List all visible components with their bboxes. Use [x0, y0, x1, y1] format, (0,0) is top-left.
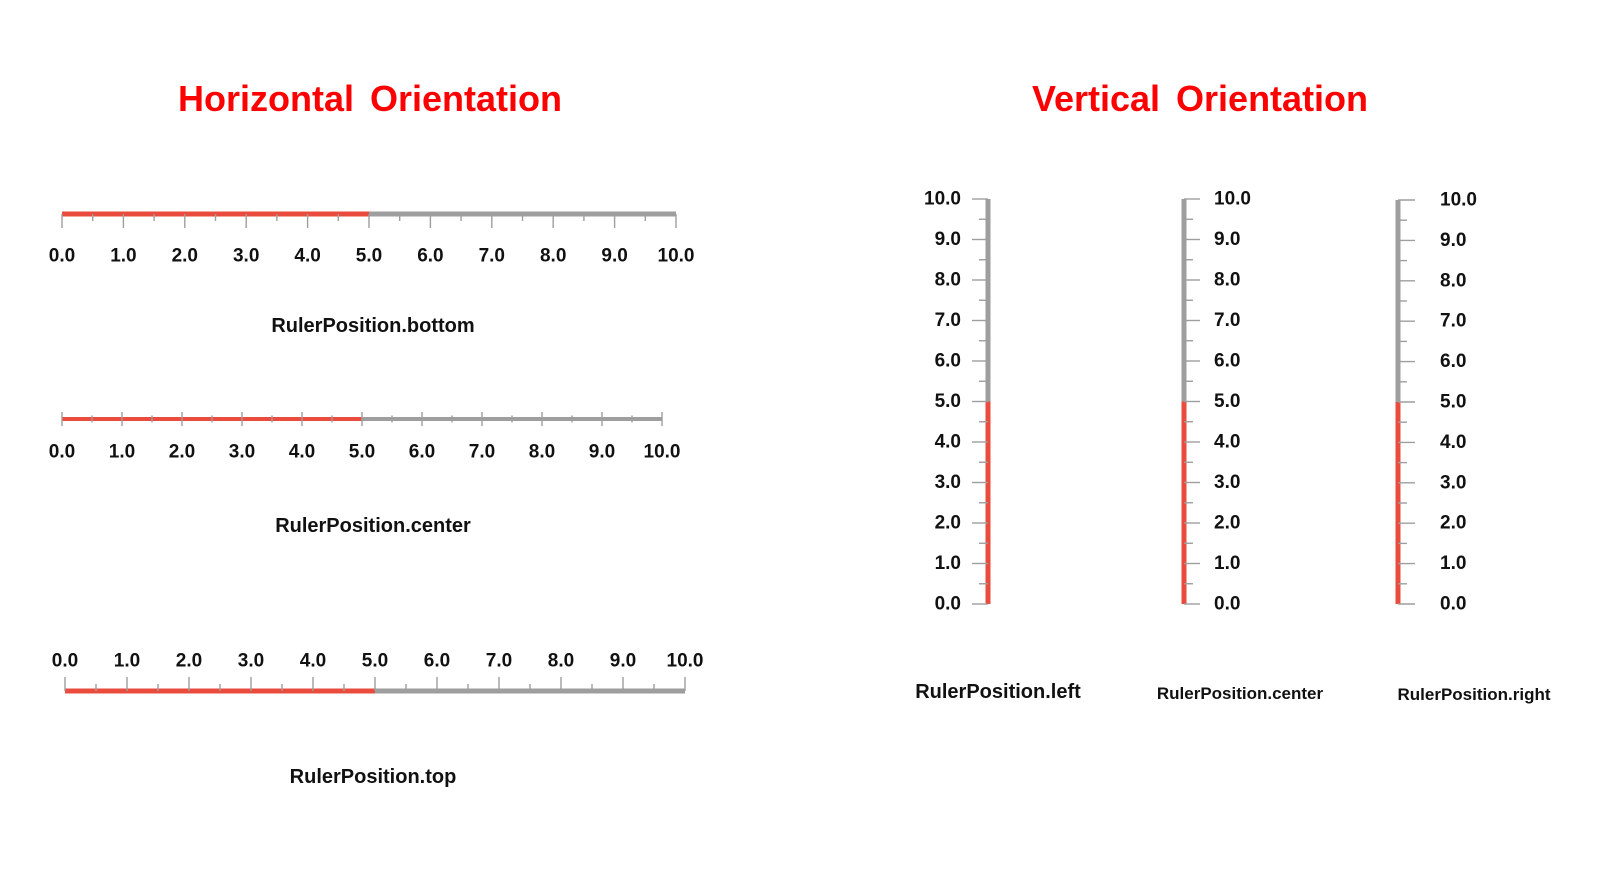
tick-label: 2.0	[172, 246, 198, 267]
tick-label: 3.0	[1440, 472, 1466, 493]
tick-label: 2.0	[1214, 513, 1240, 534]
tick-label: 0.0	[49, 246, 75, 267]
tick-label: 3.0	[1214, 472, 1240, 493]
horizontal-orientation-heading: Horizontal Orientation	[178, 78, 562, 119]
tick-label: 2.0	[176, 651, 202, 672]
tick-label: 5.0	[356, 246, 382, 267]
gauge-horizontal-center: 0.0 1.0 2.0 3.0 4.0 5.0 6.0 7.0 8.0 9.0 10.0	[49, 412, 681, 463]
tick-label: 5.0	[349, 442, 375, 463]
gauge-horizontal-bottom: 0.0 1.0 2.0 3.0 4.0 5.0 6.0 7.0 8.0 9.0 10.0	[49, 211, 695, 267]
tick-label: 7.0	[1440, 311, 1466, 332]
tick-label: 2.0	[1440, 513, 1466, 534]
tick-label: 9.0	[1214, 229, 1240, 250]
tick-label: 9.0	[935, 229, 961, 250]
caption-ruler-position-center-vertical: RulerPosition.center	[1156, 684, 1324, 703]
tick-label: 8.0	[1214, 270, 1240, 291]
tick-label: 5.0	[362, 651, 388, 672]
tick-label: 3.0	[229, 442, 255, 463]
tick-label: 7.0	[1214, 310, 1240, 331]
gauge-horizontal-top: 0.0 1.0 2.0 3.0 4.0 5.0 6.0 7.0 8.0 9.0 10.0	[52, 651, 704, 694]
tick-label: 0.0	[1440, 594, 1466, 615]
tick-label: 8.0	[935, 270, 961, 291]
tick-label: 8.0	[529, 442, 555, 463]
tick-label: 8.0	[540, 246, 566, 267]
tick-label: 3.0	[935, 472, 961, 493]
tick-label: 1.0	[1440, 553, 1466, 574]
tick-label: 10.0	[658, 246, 695, 267]
tick-label: 9.0	[1440, 230, 1466, 251]
tick-label: 5.0	[1214, 391, 1240, 412]
tick-label: 4.0	[289, 442, 315, 463]
tick-label: 0.0	[52, 651, 78, 672]
tick-label: 6.0	[424, 651, 450, 672]
tick-label: 2.0	[169, 442, 195, 463]
caption-ruler-position-right: RulerPosition.right	[1397, 685, 1551, 704]
tick-label: 4.0	[1440, 432, 1466, 453]
tick-label: 4.0	[1214, 432, 1240, 453]
tick-label: 8.0	[1440, 270, 1466, 291]
tick-label: 10.0	[924, 189, 961, 210]
tick-label: 7.0	[486, 651, 512, 672]
caption-ruler-position-center-horizontal: RulerPosition.center	[275, 515, 471, 537]
tick-label: 0.0	[935, 594, 961, 615]
tick-label: 6.0	[417, 246, 443, 267]
tick-label: 9.0	[610, 651, 636, 672]
tick-label: 7.0	[479, 246, 505, 267]
tick-label: 3.0	[233, 246, 259, 267]
tick-label: 4.0	[300, 651, 326, 672]
tick-label: 8.0	[548, 651, 574, 672]
tick-label: 10.0	[667, 651, 704, 672]
tick-label: 2.0	[935, 513, 961, 534]
gauge-vertical-right: 0.0 1.0 2.0 3.0 4.0 5.0 6.0 7.0 8.0 9.0 10.0	[1395, 190, 1477, 615]
caption-ruler-position-bottom: RulerPosition.bottom	[271, 315, 475, 337]
tick-label: 1.0	[1214, 553, 1240, 574]
vertical-orientation-heading: Vertical Orientation	[1031, 78, 1369, 119]
tick-label: 4.0	[935, 432, 961, 453]
tick-label: 6.0	[409, 442, 435, 463]
tick-label: 0.0	[49, 442, 75, 463]
tick-label: 1.0	[110, 246, 136, 267]
tick-label: 9.0	[589, 442, 615, 463]
tick-label: 5.0	[1440, 392, 1466, 413]
tick-label: 6.0	[935, 351, 961, 372]
tick-label: 4.0	[294, 246, 320, 267]
gauge-vertical-center: 0.0 1.0 2.0 3.0 4.0 5.0 6.0 7.0 8.0 9.0 10.0	[1181, 189, 1251, 615]
tick-label: 0.0	[1214, 594, 1240, 615]
tick-label: 6.0	[1440, 351, 1466, 372]
caption-ruler-position-top: RulerPosition.top	[289, 766, 457, 788]
tick-label: 1.0	[935, 553, 961, 574]
tick-label: 1.0	[109, 442, 135, 463]
tick-label: 10.0	[1214, 189, 1251, 210]
caption-ruler-position-left: RulerPosition.left	[915, 681, 1081, 703]
tick-label: 7.0	[469, 442, 495, 463]
gauge-vertical-left: 0.0 1.0 2.0 3.0 4.0 5.0 6.0 7.0 8.0 9.0 10.0	[924, 189, 991, 615]
tick-label: 7.0	[935, 310, 961, 331]
tick-label: 10.0	[1440, 190, 1477, 211]
tick-label: 1.0	[114, 651, 140, 672]
tick-label: 9.0	[601, 246, 627, 267]
tick-label: 6.0	[1214, 351, 1240, 372]
tick-label: 10.0	[644, 442, 681, 463]
tick-label: 5.0	[935, 391, 961, 412]
tick-label: 3.0	[238, 651, 264, 672]
